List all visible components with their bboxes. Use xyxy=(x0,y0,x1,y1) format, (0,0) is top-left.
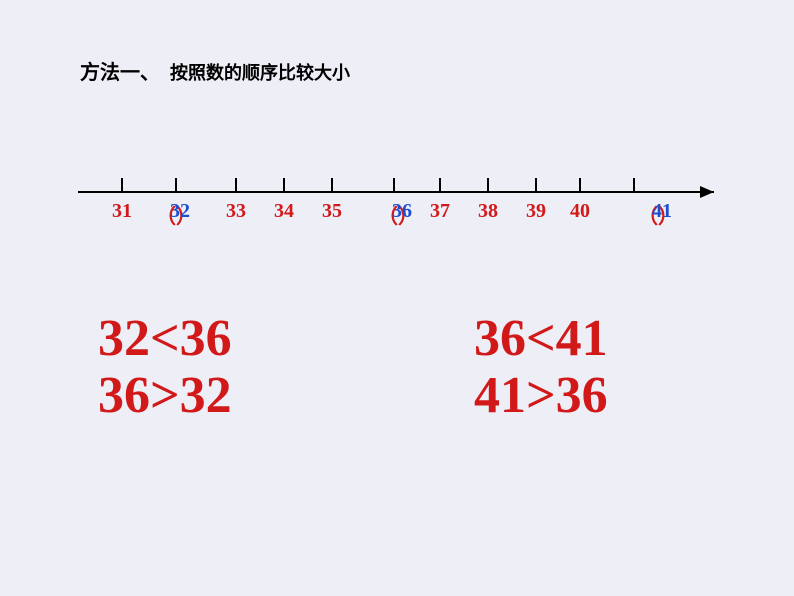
title-desc: 按照数的顺序比较大小 xyxy=(170,59,350,85)
number-label: 32 xyxy=(170,200,190,223)
comparison-right: 36<41 41>36 xyxy=(474,310,608,424)
title-row: 方法一、 按照数的顺序比较大小 xyxy=(80,56,350,85)
title-method: 方法一、 xyxy=(80,56,160,85)
comp-left-line1: 32<36 xyxy=(98,310,232,367)
number-line-svg xyxy=(78,170,726,200)
comp-right-line1: 36<41 xyxy=(474,310,608,367)
comparison-left: 32<36 36>32 xyxy=(98,310,232,424)
comp-left-line2: 36>32 xyxy=(98,367,232,424)
number-label: 40 xyxy=(570,200,590,223)
number-line-labels: 31（）32333435（）3637383940（）41 xyxy=(78,200,726,230)
number-label: 39 xyxy=(526,200,546,223)
number-label: 36 xyxy=(392,200,412,223)
number-label: 31 xyxy=(112,200,132,223)
comp-right-line2: 41>36 xyxy=(474,367,608,424)
number-line xyxy=(78,170,726,200)
number-label: 34 xyxy=(274,200,294,223)
number-label: 38 xyxy=(478,200,498,223)
number-label: 33 xyxy=(226,200,246,223)
number-label: 35 xyxy=(322,200,342,223)
number-label: 41 xyxy=(652,200,672,223)
number-label: 37 xyxy=(430,200,450,223)
